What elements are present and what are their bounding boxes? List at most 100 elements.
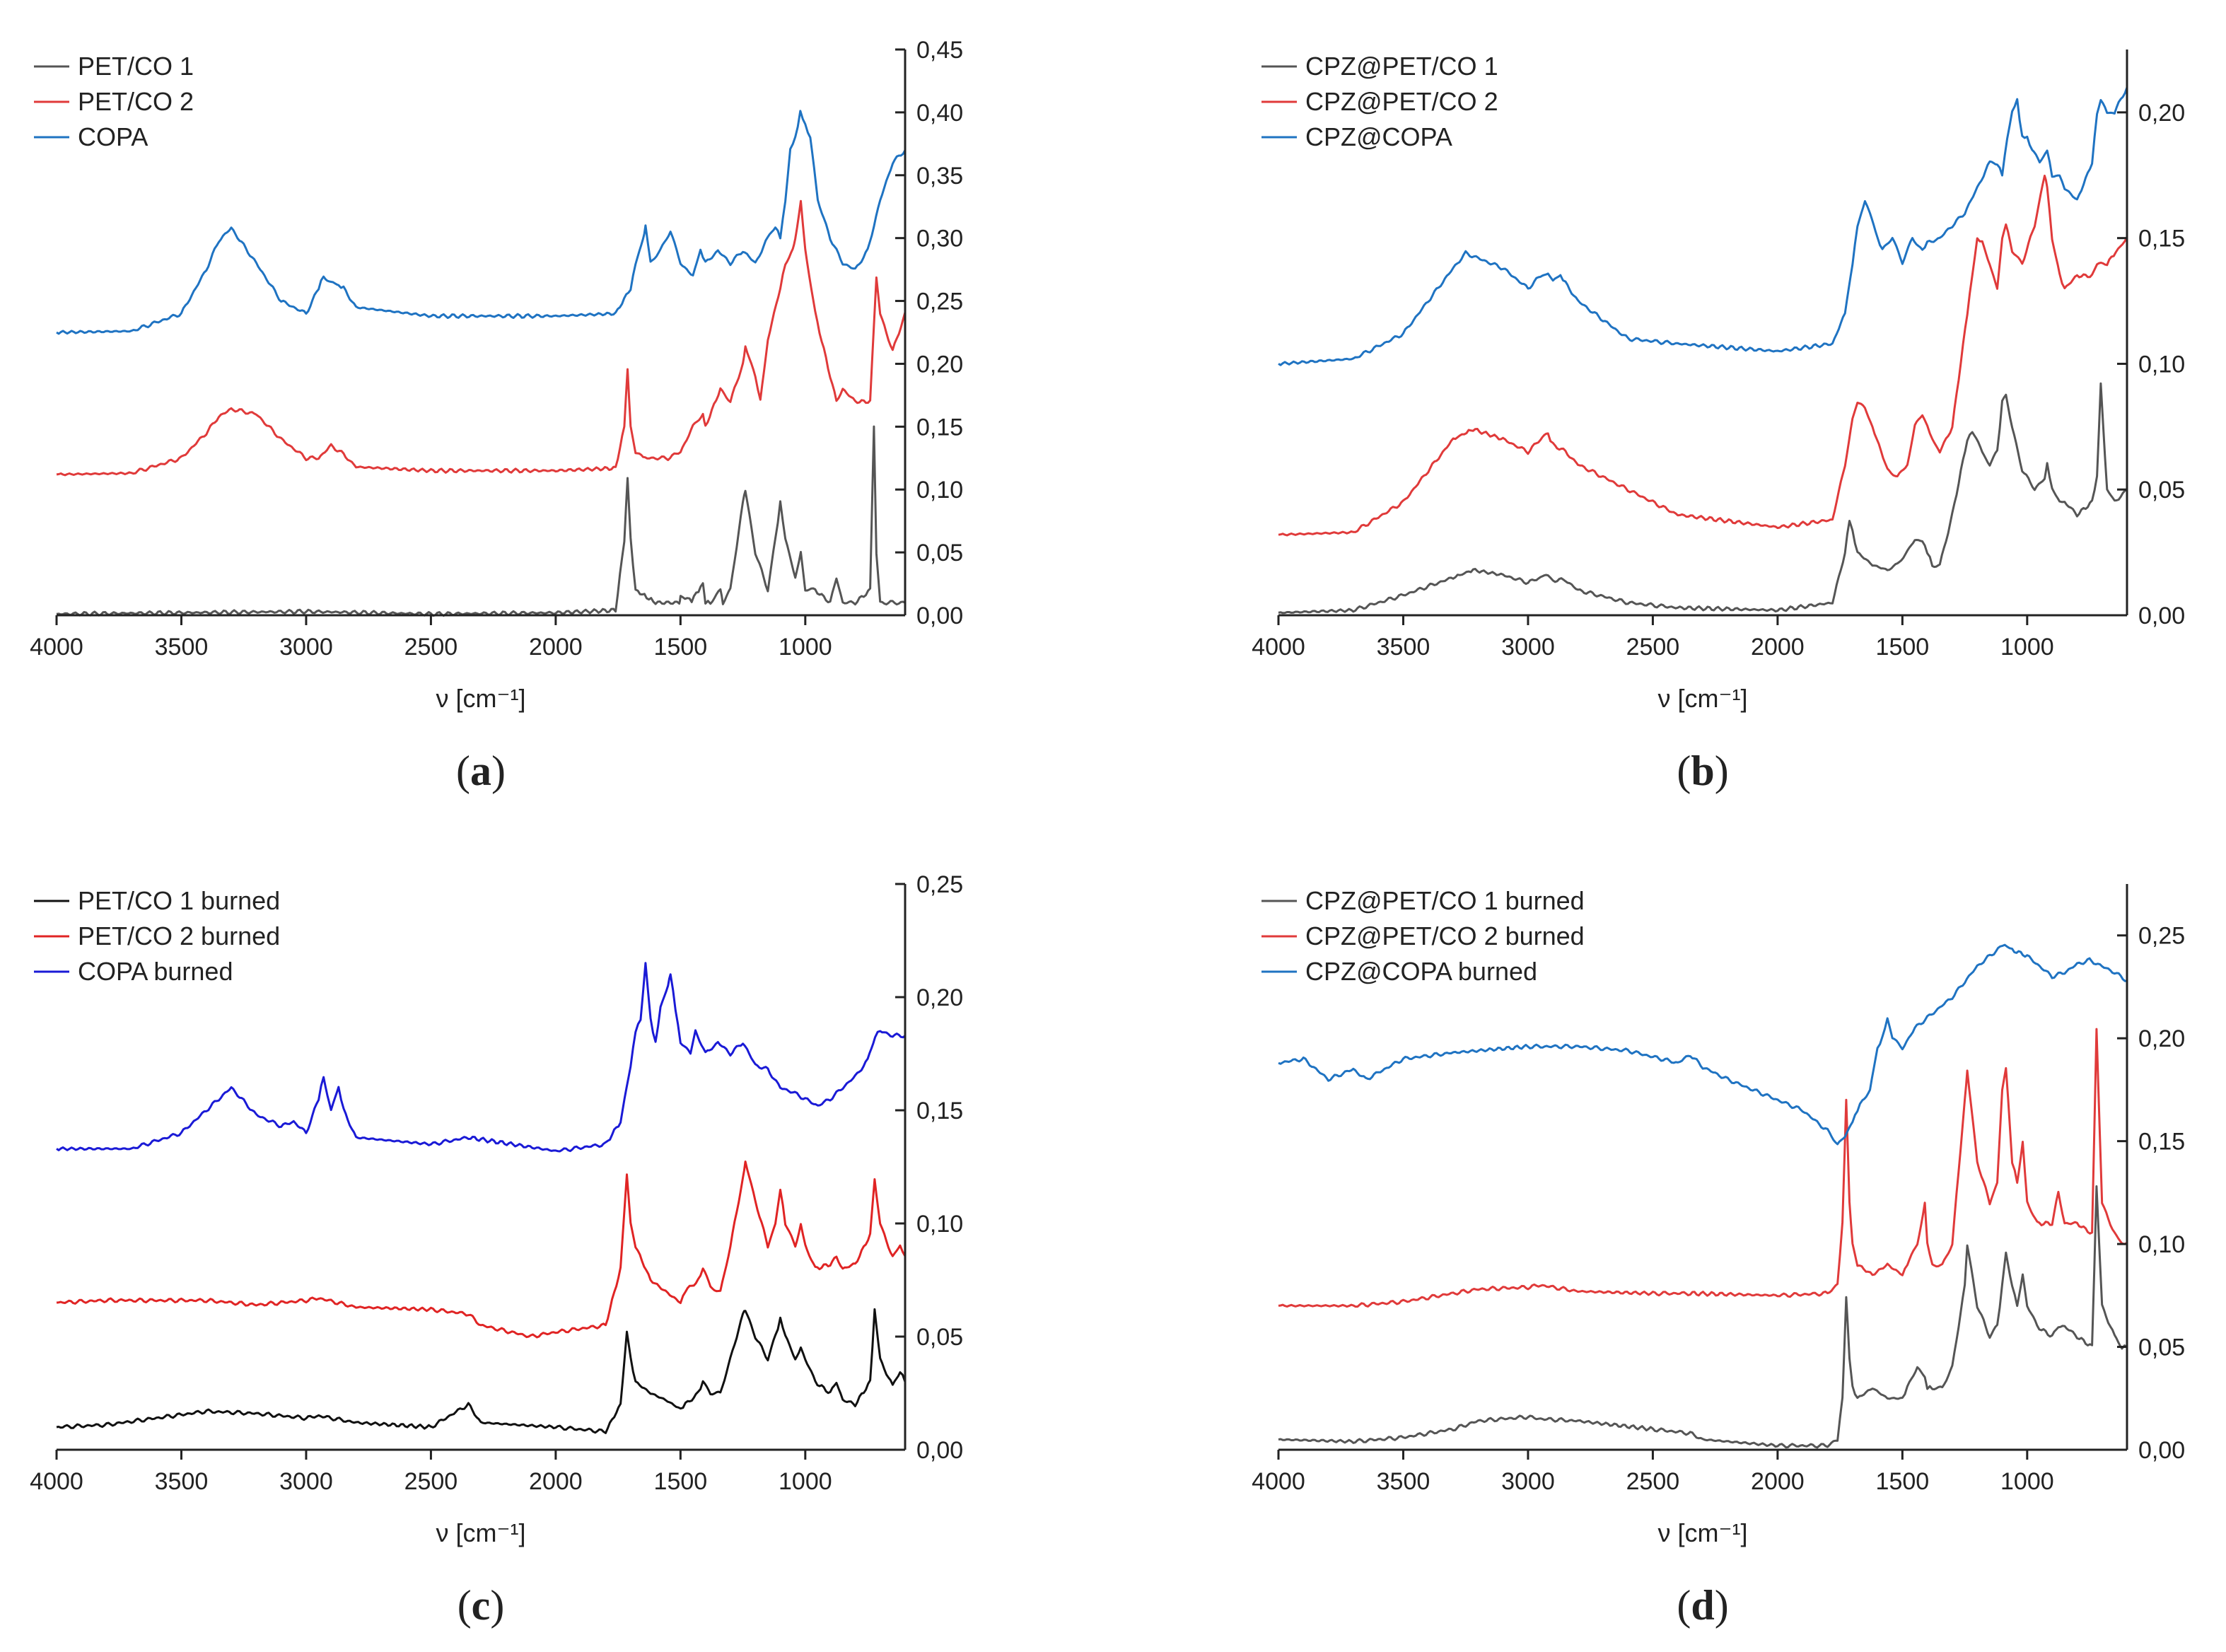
y-ticks-c: 0,00 0,05 0,10 0,15 0,20 0,25 — [895, 871, 963, 1464]
x-tick-label-b-3500: 3500 — [1377, 634, 1430, 661]
x-tick-label-a-4000: 4000 — [30, 634, 83, 661]
y-tick-label-a-0-25: 0,25 — [916, 289, 963, 315]
panel-caption-d: (d) — [1677, 1582, 1728, 1629]
y-tick-label-a-0-10: 0,10 — [916, 477, 963, 504]
x-ticks-b: 4000 3500 3000 2500 2000 1500 1000 — [1252, 615, 2054, 661]
x-tick-label-b-1000: 1000 — [2000, 634, 2054, 661]
panel-letter-c: c — [472, 1582, 491, 1629]
panel-b: 4000 3500 3000 2500 2000 1500 1000 0,00 0,05 0,1… — [1252, 50, 2185, 794]
x-tick-label-d-1000: 1000 — [2000, 1468, 2054, 1495]
legend-c: PET/CO 1 burned PET/CO 2 burned COPA burne… — [34, 886, 280, 986]
x-axis-label-b: ν [cm⁻¹] — [1658, 684, 1748, 713]
y-tick-label-c-0-05: 0,05 — [916, 1324, 963, 1351]
x-tick-label-b-3000: 3000 — [1501, 634, 1555, 661]
legend-label-c-copa-burned: COPA burned — [78, 957, 233, 986]
x-tick-label-a-1500: 1500 — [654, 634, 708, 661]
y-tick-label-d-0-15: 0,15 — [2138, 1129, 2185, 1156]
legend-label-b-cpz-pet-co-1: CPZ@PET/CO 1 — [1305, 52, 1498, 81]
y-tick-label-b-0-15: 0,15 — [2138, 226, 2185, 252]
legend-label-a-copa: COPA — [78, 122, 148, 151]
panel-caption-a: (a) — [456, 748, 506, 794]
x-tick-label-b-2000: 2000 — [1751, 634, 1805, 661]
y-ticks-b: 0,00 0,05 0,10 0,15 0,20 — [2117, 100, 2185, 629]
y-tick-label-c-0-20: 0,20 — [916, 984, 963, 1011]
y-tick-label-d-0-20: 0,20 — [2138, 1025, 2185, 1052]
x-tick-label-c-4000: 4000 — [30, 1468, 83, 1495]
x-axis-label-c: ν [cm⁻¹] — [436, 1518, 526, 1547]
series-line-a-copa — [56, 110, 907, 335]
x-axis-label-a: ν [cm⁻¹] — [436, 684, 526, 713]
y-tick-label-a-0-30: 0,30 — [916, 226, 963, 252]
series-line-c-pet-co-2-burned — [56, 1161, 907, 1339]
y-tick-label-a-0-45: 0,45 — [916, 37, 963, 64]
legend-label-a-pet-co-2: PET/CO 2 — [78, 87, 194, 116]
series-layer-b — [1278, 86, 2128, 615]
x-ticks-c: 4000 3500 3000 2500 2000 1500 1000 — [30, 1450, 832, 1495]
x-tick-label-c-2500: 2500 — [404, 1468, 458, 1495]
series-line-d-cpz-pet-co-1-burned — [1278, 1185, 2128, 1449]
legend-a: PET/CO 1 PET/CO 2 COPA — [34, 52, 194, 151]
x-tick-label-c-3000: 3000 — [279, 1468, 333, 1495]
x-tick-label-c-3500: 3500 — [155, 1468, 209, 1495]
series-line-a-pet-co-1 — [56, 425, 906, 617]
legend-label-d-cpz-pet-co-1-burned: CPZ@PET/CO 1 burned — [1305, 886, 1585, 915]
y-tick-label-b-0-10: 0,10 — [2138, 351, 2185, 378]
panel-letter-b: b — [1691, 748, 1714, 794]
legend-label-d-cpz-pet-co-2-burned: CPZ@PET/CO 2 burned — [1305, 921, 1585, 950]
x-tick-label-d-4000: 4000 — [1252, 1468, 1305, 1495]
x-tick-label-b-2500: 2500 — [1626, 634, 1680, 661]
legend-label-a-pet-co-1: PET/CO 1 — [78, 52, 194, 81]
y-tick-label-b-0-05: 0,05 — [2138, 477, 2185, 504]
series-line-b-cpz-copa — [1278, 86, 2128, 366]
legend-label-b-cpz-pet-co-2: CPZ@PET/CO 2 — [1305, 87, 1498, 116]
series-line-c-pet-co-1-burned — [56, 1308, 907, 1434]
x-axis-label-d: ν [cm⁻¹] — [1658, 1518, 1748, 1547]
y-tick-label-b-0-20: 0,20 — [2138, 100, 2185, 127]
y-tick-label-c-0-00: 0,00 — [916, 1437, 963, 1464]
series-line-c-copa-burned — [56, 962, 906, 1153]
y-tick-label-d-0-05: 0,05 — [2138, 1334, 2185, 1361]
series-line-d-cpz-pet-co-2-burned — [1278, 1028, 2128, 1308]
series-line-b-cpz-pet-co-1 — [1278, 382, 2128, 615]
series-layer-d — [1278, 943, 2128, 1449]
y-tick-label-d-0-00: 0,00 — [2138, 1437, 2185, 1464]
y-tick-label-a-0-40: 0,40 — [916, 100, 963, 127]
legend-label-b-cpz-copa: CPZ@COPA — [1305, 122, 1452, 151]
x-tick-label-d-1500: 1500 — [1876, 1468, 1930, 1495]
panel-a: 4000 3500 3000 2500 2000 1500 1000 0,00 0,05 0,1… — [30, 37, 963, 794]
series-layer-a — [56, 110, 907, 617]
legend-label-c-pet-co-1-burned: PET/CO 1 burned — [78, 886, 280, 915]
x-tick-label-c-1500: 1500 — [654, 1468, 708, 1495]
panel-d: 4000 3500 3000 2500 2000 1500 1000 0,00 0,05 0,1… — [1252, 884, 2185, 1629]
panel-caption-c: (c) — [458, 1582, 505, 1629]
y-tick-label-d-0-10: 0,10 — [2138, 1231, 2185, 1258]
y-tick-label-c-0-10: 0,10 — [916, 1211, 963, 1238]
x-tick-label-a-2500: 2500 — [404, 634, 458, 661]
x-tick-label-c-1000: 1000 — [779, 1468, 832, 1495]
legend-label-c-pet-co-2-burned: PET/CO 2 burned — [78, 921, 280, 950]
panel-c: 4000 3500 3000 2500 2000 1500 1000 0,00 0,05 0,1… — [30, 871, 963, 1629]
x-tick-label-d-3000: 3000 — [1501, 1468, 1555, 1495]
series-line-a-pet-co-2 — [56, 199, 907, 477]
x-tick-label-a-3500: 3500 — [155, 634, 209, 661]
x-tick-label-a-1000: 1000 — [779, 634, 832, 661]
legend-b: CPZ@PET/CO 1 CPZ@PET/CO 2 CPZ@COPA — [1261, 52, 1498, 151]
y-tick-label-c-0-15: 0,15 — [916, 1098, 963, 1124]
x-tick-label-d-2000: 2000 — [1751, 1468, 1805, 1495]
y-tick-label-a-0-00: 0,00 — [916, 603, 963, 629]
x-tick-label-b-4000: 4000 — [1252, 634, 1305, 661]
panel-letter-a: a — [470, 748, 491, 794]
panel-letter-d: d — [1691, 1582, 1714, 1629]
series-layer-c — [56, 962, 907, 1434]
y-tick-label-a-0-20: 0,20 — [916, 351, 963, 378]
y-tick-label-a-0-15: 0,15 — [916, 414, 963, 441]
y-ticks-d: 0,00 0,05 0,10 0,15 0,20 0,25 — [2117, 923, 2185, 1464]
y-tick-label-a-0-35: 0,35 — [916, 163, 963, 190]
x-ticks-d: 4000 3500 3000 2500 2000 1500 1000 — [1252, 1450, 2054, 1495]
legend-label-d-cpz-copa-burned: CPZ@COPA burned — [1305, 957, 1537, 986]
x-tick-label-d-2500: 2500 — [1626, 1468, 1680, 1495]
y-tick-label-d-0-25: 0,25 — [2138, 923, 2185, 950]
x-tick-label-b-1500: 1500 — [1876, 634, 1930, 661]
